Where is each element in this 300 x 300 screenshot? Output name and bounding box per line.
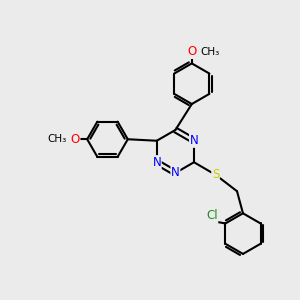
Text: N: N	[171, 167, 180, 179]
Text: N: N	[190, 134, 198, 147]
Text: O: O	[187, 45, 196, 58]
Text: Cl: Cl	[206, 209, 218, 223]
Text: N: N	[152, 156, 161, 169]
Text: CH₃: CH₃	[200, 47, 219, 57]
Text: O: O	[70, 133, 80, 146]
Text: CH₃: CH₃	[47, 134, 66, 144]
Text: S: S	[212, 168, 219, 181]
